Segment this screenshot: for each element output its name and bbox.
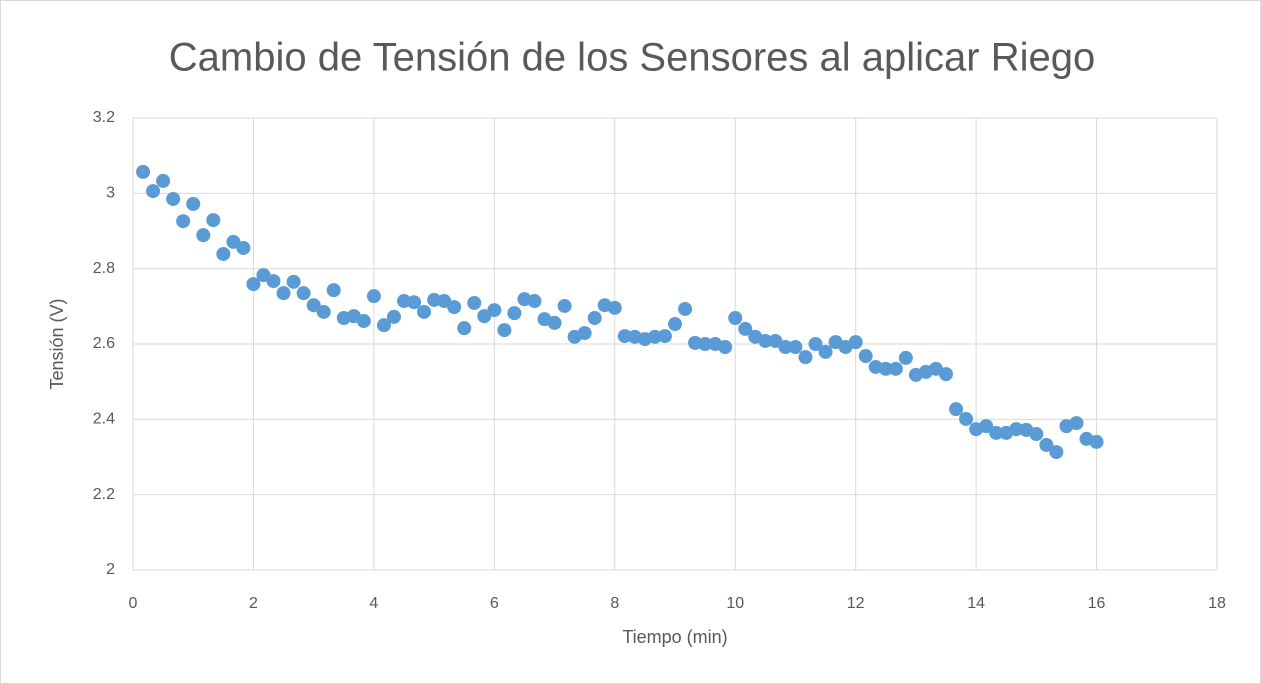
point (587, 311, 602, 326)
point (848, 335, 863, 350)
y-tick-label: 2.2 (93, 486, 115, 503)
point (547, 315, 562, 330)
point (467, 295, 482, 310)
point (206, 213, 221, 228)
point (949, 402, 964, 417)
x-tick-label: 12 (847, 595, 865, 612)
point (407, 295, 422, 310)
y-tick-label: 2.4 (93, 411, 115, 428)
point (888, 361, 903, 376)
point (607, 300, 622, 315)
point (657, 329, 672, 344)
point (487, 303, 502, 318)
point (818, 344, 833, 359)
point (286, 274, 301, 289)
point (306, 298, 321, 313)
point (698, 337, 713, 351)
x-tick-label: 14 (967, 595, 985, 612)
point (878, 361, 893, 376)
chart-title: Cambio de Tensión de los Sensores al apl… (169, 36, 1095, 80)
point (798, 350, 813, 365)
point (477, 309, 492, 324)
point (296, 286, 311, 301)
point (1089, 434, 1104, 449)
point (959, 411, 974, 426)
y-tick-label: 3.2 (93, 109, 115, 126)
point (1069, 416, 1084, 431)
point (989, 425, 1004, 440)
point (1029, 427, 1044, 442)
point (236, 240, 251, 255)
point (326, 283, 341, 298)
point (176, 214, 191, 229)
point (718, 340, 733, 355)
point (758, 333, 773, 348)
y-tick-label: 3 (106, 185, 115, 202)
point (417, 304, 432, 319)
point (778, 340, 793, 355)
point (266, 274, 281, 289)
point (186, 196, 201, 211)
point (557, 298, 572, 313)
point (678, 301, 693, 316)
point (1039, 437, 1054, 452)
point (196, 228, 211, 243)
x-tick-label: 2 (249, 595, 258, 612)
x-tick-label: 6 (490, 595, 499, 612)
y-axis-label: Tensión (V) (47, 298, 67, 389)
point (376, 318, 391, 333)
point (788, 340, 803, 355)
x-tick-label: 4 (369, 595, 378, 612)
point (276, 286, 291, 301)
point (1009, 422, 1024, 437)
point (507, 306, 522, 321)
point (527, 294, 542, 309)
point (457, 321, 472, 336)
point (738, 321, 753, 336)
point (166, 191, 181, 206)
x-tick-label: 10 (726, 595, 744, 612)
x-tick-label: 16 (1088, 595, 1106, 612)
point (898, 350, 913, 365)
point (939, 367, 953, 382)
point (366, 289, 381, 304)
point (647, 329, 662, 344)
y-tick-label: 2.6 (93, 335, 115, 352)
point (577, 326, 592, 341)
point (617, 329, 632, 344)
point (979, 419, 994, 434)
point (808, 337, 823, 351)
x-tick-label: 0 (129, 595, 138, 612)
point (447, 300, 462, 315)
point (156, 173, 171, 188)
y-tick-label: 2.8 (93, 260, 115, 277)
point (497, 323, 512, 338)
y-tick-label: 2 (106, 561, 115, 578)
point (728, 311, 743, 326)
x-tick-label: 8 (610, 595, 619, 612)
x-axis-label: Tiempo (min) (622, 627, 727, 647)
x-tick-label: 18 (1208, 595, 1226, 612)
point (136, 164, 151, 179)
point (246, 277, 261, 292)
point (668, 317, 682, 332)
point (316, 304, 331, 319)
point (858, 349, 873, 364)
point (146, 184, 161, 199)
point (356, 314, 371, 329)
point (386, 309, 401, 324)
point (216, 246, 231, 261)
point (1049, 445, 1064, 460)
